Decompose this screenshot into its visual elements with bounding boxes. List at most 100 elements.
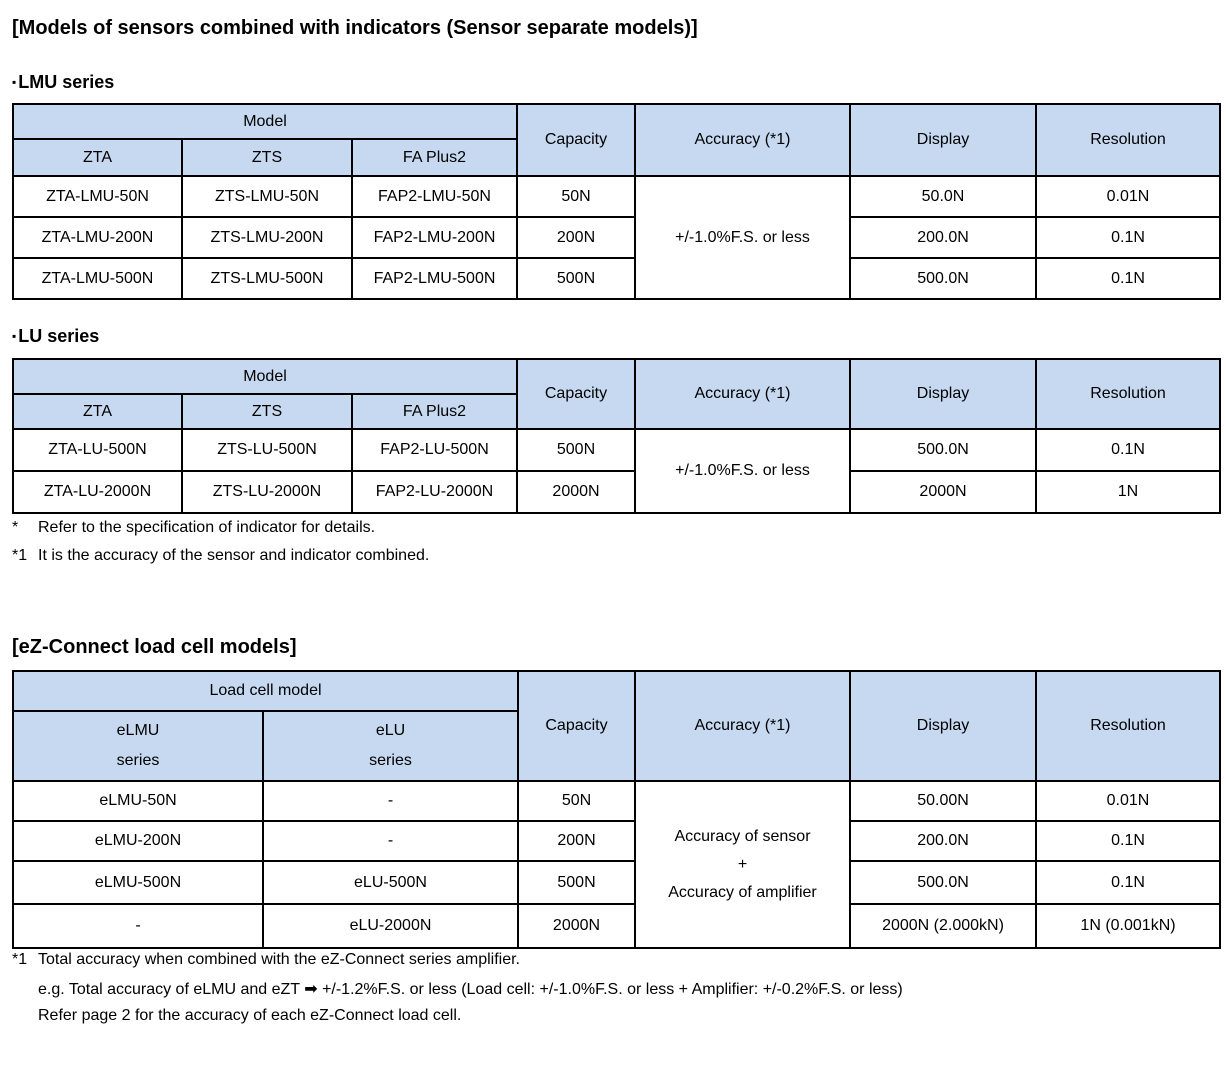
display-cell: 200.0N — [849, 820, 1037, 862]
table-header-row: Model Capacity Accuracy (*1) Display Res… — [12, 103, 1221, 177]
resolution-cell: 0.1N — [1035, 216, 1221, 259]
footnote-marker: *1 — [12, 951, 28, 968]
page-title: [Models of sensors combined with indicat… — [12, 17, 698, 39]
accuracy-amplifier-label: Accuracy of amplifier — [668, 883, 817, 901]
table-row: eLMU-50N - 50N Accuracy of sensor + Accu… — [12, 780, 1221, 949]
footnote-text: Total accuracy when combined with the eZ… — [38, 951, 520, 968]
zta-model-cell: ZTA-LMU-50N — [12, 175, 183, 218]
footnote-text: Refer to the specification of indicator … — [38, 519, 376, 536]
table-header-row: Model Capacity Accuracy (*1) Display Res… — [12, 358, 1221, 430]
zts-model-cell: ZTS-LU-500N — [181, 428, 353, 472]
fa-plus2-subheader-cell: FA Plus2 — [351, 138, 518, 177]
fap2-model-cell: FAP2-LMU-50N — [351, 175, 518, 218]
display-cell: 50.0N — [849, 175, 1037, 218]
elmu-series-subheader-cell: eLMU series — [12, 710, 264, 782]
fap2-model-cell: FAP2-LU-2000N — [351, 470, 518, 514]
section-heading-lu-label: LU series — [18, 326, 100, 346]
display-cell: 500.0N — [849, 428, 1037, 472]
zta-subheader-cell: ZTA — [12, 138, 183, 177]
elu-series-subheader-cell: eLU series — [262, 710, 519, 782]
footnote-ez-example: e.g. Total accuracy of eLMU and eZT ➡ +/… — [12, 979, 903, 999]
display-cell: 2000N (2.000kN) — [849, 903, 1037, 949]
table-row: eLMU-500N eLU-500N 500N 500.0N 0.1N — [12, 860, 1221, 905]
resolution-cell: 0.1N — [1035, 820, 1221, 862]
lu-series-table: Model Capacity Accuracy (*1) Display Res… — [12, 358, 1221, 514]
series-label: series — [116, 752, 160, 769]
elu-model-cell: eLU-2000N — [262, 903, 519, 949]
resolution-cell: 0.1N — [1035, 428, 1221, 472]
display-header-cell: Display — [849, 358, 1037, 430]
table-row: ZTA-LMU-500N ZTS-LMU-500N FAP2-LMU-500N … — [12, 257, 1221, 300]
fap2-model-cell: FAP2-LU-500N — [351, 428, 518, 472]
zta-model-cell: ZTA-LU-2000N — [12, 470, 183, 514]
footnote-text: e.g. Total accuracy of eLMU and eZT ➡ +/… — [38, 981, 903, 998]
elu-label: eLU — [375, 722, 406, 739]
table-header-row: Load cell model Capacity Accuracy (*1) D… — [12, 670, 1221, 782]
table-subheader-row: ZTA ZTS FA Plus2 — [12, 138, 1220, 177]
accuracy-header-cell: Accuracy (*1) — [634, 670, 851, 782]
table-row: eLMU-200N - 200N 200.0N 0.1N — [12, 820, 1221, 862]
model-header-cell: Model — [12, 358, 518, 395]
footnote-ez-total-accuracy: *1 Total accuracy when combined with the… — [12, 951, 520, 969]
resolution-cell: 0.1N — [1035, 257, 1221, 300]
elmu-model-cell: eLMU-50N — [12, 780, 264, 822]
resolution-header-cell: Resolution — [1035, 358, 1221, 430]
resolution-header-cell: Resolution — [1035, 670, 1221, 782]
display-header-cell: Display — [849, 670, 1037, 782]
elu-model-cell: eLU-500N — [262, 860, 519, 905]
table-row: ZTA-LMU-200N ZTS-LMU-200N FAP2-LMU-200N … — [12, 216, 1221, 259]
section-heading-lu: ▪ LU series — [12, 326, 99, 347]
accuracy-header-cell: Accuracy (*1) — [634, 358, 851, 430]
resolution-cell: 1N (0.001kN) — [1035, 903, 1221, 949]
table-subheader-row: ZTA ZTS FA Plus2 — [12, 393, 1220, 430]
fap2-model-cell: FAP2-LMU-500N — [351, 257, 518, 300]
resolution-cell: 1N — [1035, 470, 1221, 514]
resolution-header-cell: Resolution — [1035, 103, 1221, 177]
fap2-model-cell: FAP2-LMU-200N — [351, 216, 518, 259]
accuracy-value-cell: +/-1.0%F.S. or less — [634, 428, 851, 514]
footnote-indicator-spec: * Refer to the specification of indicato… — [12, 519, 375, 537]
capacity-cell: 200N — [516, 216, 636, 259]
zta-model-cell: ZTA-LMU-200N — [12, 216, 183, 259]
resolution-cell: 0.01N — [1035, 175, 1221, 218]
ez-connect-table: Load cell model Capacity Accuracy (*1) D… — [12, 670, 1221, 949]
zts-subheader-cell: ZTS — [181, 138, 353, 177]
capacity-cell: 500N — [516, 257, 636, 300]
zts-model-cell: ZTS-LMU-500N — [181, 257, 353, 300]
elmu-model-cell: - — [12, 903, 264, 949]
fa-plus2-subheader-cell: FA Plus2 — [351, 393, 518, 430]
zta-model-cell: ZTA-LMU-500N — [12, 257, 183, 300]
elu-model-cell: - — [262, 820, 519, 862]
footnote-ez-refer-page: Refer page 2 for the accuracy of each eZ… — [12, 1007, 461, 1025]
footnote-marker — [12, 1007, 38, 1025]
footnote-text: It is the accuracy of the sensor and ind… — [38, 547, 430, 564]
table-row: - eLU-2000N 2000N 2000N (2.000kN) 1N (0.… — [12, 903, 1221, 949]
resolution-cell: 0.01N — [1035, 780, 1221, 822]
capacity-cell: 50N — [516, 175, 636, 218]
accuracy-header-cell: Accuracy (*1) — [634, 103, 851, 177]
footnote-marker: *1 — [12, 547, 28, 564]
table-subheader-row: eLMU series eLU series — [12, 710, 1220, 782]
display-cell: 500.0N — [849, 257, 1037, 300]
section-heading-ez-connect: [eZ-Connect load cell models] — [12, 636, 297, 658]
zta-model-cell: ZTA-LU-500N — [12, 428, 183, 472]
capacity-cell: 50N — [517, 780, 636, 822]
table-row: ZTA-LMU-50N ZTS-LMU-50N FAP2-LMU-50N 50N… — [12, 175, 1221, 300]
capacity-header-cell: Capacity — [516, 358, 636, 430]
section-heading-lmu: ▪ LMU series — [12, 72, 114, 93]
plus-sign: + — [737, 855, 748, 873]
display-cell: 2000N — [849, 470, 1037, 514]
elu-model-cell: - — [262, 780, 519, 822]
zts-model-cell: ZTS-LMU-200N — [181, 216, 353, 259]
capacity-cell: 2000N — [517, 903, 636, 949]
display-cell: 500.0N — [849, 860, 1037, 905]
square-bullet-icon: ▪ — [12, 329, 17, 343]
elmu-label: eLMU — [116, 722, 160, 739]
footnote-marker — [12, 979, 38, 999]
footnote-accuracy-combined: *1 It is the accuracy of the sensor and … — [12, 547, 429, 565]
capacity-cell: 200N — [517, 820, 636, 862]
lmu-series-table: Model Capacity Accuracy (*1) Display Res… — [12, 103, 1221, 300]
accuracy-value-cell: Accuracy of sensor + Accuracy of amplifi… — [634, 780, 851, 949]
zta-subheader-cell: ZTA — [12, 393, 183, 430]
